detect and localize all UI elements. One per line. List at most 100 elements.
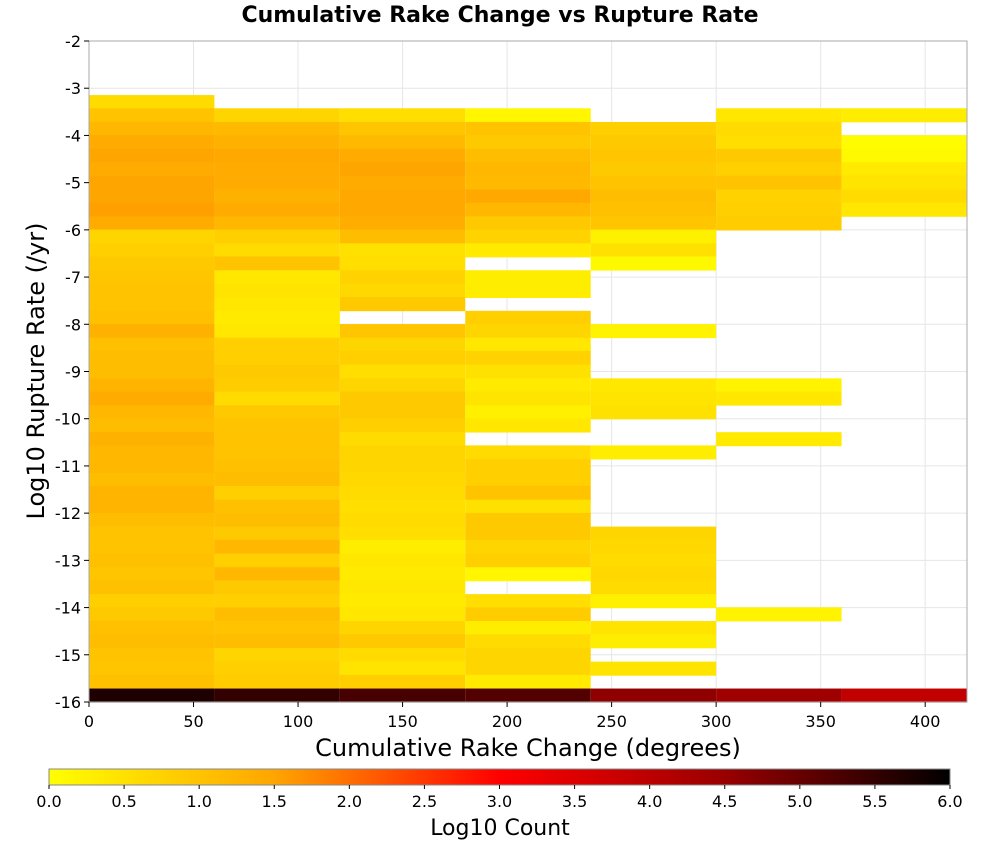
heatmap-cell <box>339 405 466 420</box>
colorbar-tick-label: 6.0 <box>937 792 962 811</box>
heatmap-cell <box>89 607 215 622</box>
heatmap-cell <box>339 674 466 689</box>
heatmap-cell <box>716 135 842 150</box>
heatmap-cell <box>590 229 717 244</box>
heatmap-cell <box>89 256 215 271</box>
heatmap-cell <box>339 364 466 379</box>
heatmap-cell <box>339 378 466 393</box>
heatmap-cell <box>339 512 466 527</box>
heatmap-cell <box>339 391 466 406</box>
y-tick-label: -3 <box>65 79 81 98</box>
heatmap-cell <box>841 202 967 217</box>
heatmap-cell <box>841 189 967 204</box>
heatmap-cell <box>89 445 215 460</box>
y-tick-label: -13 <box>55 551 81 570</box>
heatmap-cell <box>89 580 215 595</box>
heatmap-cell <box>89 175 215 190</box>
heatmap-cell <box>214 405 340 420</box>
colorbar-tick-label: 0.0 <box>36 792 61 811</box>
colorbar-tick-label: 3.0 <box>487 792 512 811</box>
heatmap-cell <box>89 243 215 258</box>
heatmap-cell <box>339 121 466 137</box>
heatmap-cell <box>339 472 466 487</box>
heatmap-cell <box>214 418 340 433</box>
heatmap-cell <box>841 162 967 177</box>
heatmap-cell <box>716 162 842 177</box>
heatmap-cell <box>339 162 466 177</box>
x-tick-label: 0 <box>84 712 94 731</box>
heatmap-cell <box>716 391 842 406</box>
x-tick-label: 200 <box>492 712 523 731</box>
x-tick-label: 100 <box>283 712 314 731</box>
heatmap-cell <box>89 634 215 649</box>
x-tick-label: 250 <box>596 712 627 731</box>
heatmap-cell <box>841 148 967 163</box>
heatmap-cell <box>590 148 717 163</box>
heatmap-cell <box>339 270 466 285</box>
heatmap-cell <box>214 121 340 137</box>
y-tick-label: -4 <box>65 126 81 145</box>
heatmap-cell <box>465 445 591 460</box>
heatmap-cell <box>214 189 340 204</box>
heatmap-cell <box>590 162 717 177</box>
heatmap-cell <box>465 485 591 501</box>
heatmap-cell <box>716 148 842 163</box>
x-tick-label: 150 <box>387 712 418 731</box>
heatmap-cell <box>465 202 591 217</box>
heatmap-cell <box>214 148 340 163</box>
colorbar-label: Log10 Count <box>430 816 570 841</box>
heatmap-cell <box>339 647 466 662</box>
heatmap-cell <box>89 108 215 123</box>
heatmap-cell <box>339 256 466 271</box>
heatmap-cell <box>465 634 591 649</box>
heatmap-cell <box>590 121 717 137</box>
heatmap-cell <box>89 688 215 703</box>
heatmap-cell <box>89 216 215 231</box>
heatmap-cell <box>465 594 591 609</box>
heatmap-cell <box>465 688 591 703</box>
heatmap-cell <box>465 243 591 258</box>
heatmap-cell <box>214 283 340 298</box>
heatmap-cell <box>214 229 340 244</box>
heatmap-cell <box>339 283 466 298</box>
colorbar-tick-label: 5.0 <box>787 792 812 811</box>
heatmap-cell <box>339 485 466 501</box>
heatmap-cell <box>214 634 340 649</box>
heatmap-cell <box>465 661 591 676</box>
heatmap-cell <box>339 324 466 339</box>
heatmap-cell <box>214 485 340 501</box>
y-axis-ticks: -2 -3 -4 -5 -6 -7 -8 -9 -10 -11 -12 -13 -14 -15 -16 <box>55 32 89 712</box>
heatmap-cell <box>214 310 340 325</box>
heatmap-cell <box>339 350 466 366</box>
heatmap-cell <box>590 256 717 271</box>
heatmap-cell <box>214 526 340 541</box>
heatmap-cell <box>465 229 591 244</box>
heatmap-cell <box>339 337 466 352</box>
y-tick-label: -14 <box>55 599 81 618</box>
heatmap-cell <box>465 553 591 568</box>
heatmap-cell <box>339 297 466 312</box>
heatmap-cell <box>465 108 591 123</box>
x-axis-ticks: 0 50 100 150 200 250 300 350 400 <box>84 702 940 731</box>
heatmap-cell <box>465 499 591 514</box>
heatmap-cell <box>716 432 842 447</box>
heatmap-cell <box>841 175 967 190</box>
heatmap-cell <box>89 270 215 285</box>
heatmap-cell <box>339 526 466 541</box>
heatmap-cell <box>465 121 591 137</box>
heatmap-cell <box>89 283 215 298</box>
heatmap-cell <box>465 175 591 190</box>
heatmap-cell <box>214 445 340 460</box>
colorbar <box>48 768 951 786</box>
heatmap-cell <box>339 499 466 514</box>
x-axis-label: Cumulative Rake Change (degrees) <box>315 734 741 762</box>
heatmap-cell <box>339 567 466 582</box>
heatmap-cell <box>339 539 466 554</box>
heatmap-cell <box>89 324 215 339</box>
heatmap-cell <box>214 378 340 393</box>
heatmap-cell <box>465 539 591 554</box>
heatmap-cell <box>89 121 215 137</box>
colorbar-tick-label: 0.5 <box>111 792 136 811</box>
heatmap-cell <box>339 432 466 447</box>
